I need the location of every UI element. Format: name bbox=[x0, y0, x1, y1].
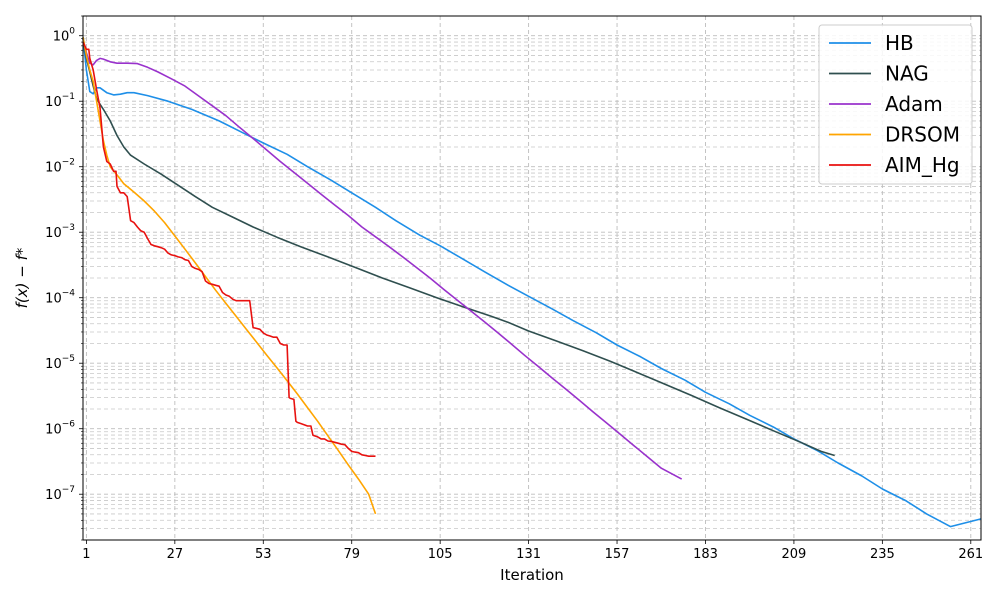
y-tick-label: 10−2 bbox=[45, 158, 75, 176]
x-tick-label: 183 bbox=[693, 547, 718, 562]
legend-label-adam: Adam bbox=[885, 92, 943, 116]
y-tick-label: 10−7 bbox=[45, 485, 75, 503]
series-line-aim-hg bbox=[82, 41, 376, 457]
x-tick-label: 261 bbox=[958, 547, 983, 562]
y-axis-label: f(x) − f* bbox=[13, 247, 31, 308]
series-line-nag bbox=[82, 38, 835, 457]
y-tick-label: 10−4 bbox=[45, 289, 75, 307]
series-lines bbox=[82, 37, 982, 528]
x-axis: 1 27 53 79 105 131 157 183 209 235 261 bbox=[82, 540, 983, 562]
y-tick-label: 10−6 bbox=[45, 420, 75, 438]
x-tick-label: 105 bbox=[428, 547, 453, 562]
x-tick-label: 79 bbox=[343, 547, 360, 562]
legend-label-drsom: DRSOM bbox=[885, 123, 960, 147]
legend-box bbox=[818, 24, 973, 185]
x-axis-label: Iteration bbox=[500, 566, 564, 584]
y-tick-label: 100 bbox=[53, 27, 76, 45]
x-tick-label: 53 bbox=[255, 547, 272, 562]
x-tick-label: 27 bbox=[167, 547, 184, 562]
x-tick-label: 157 bbox=[605, 547, 630, 562]
legend-label-aim-hg: AIM_Hg bbox=[885, 153, 960, 177]
x-tick-label: 235 bbox=[870, 547, 895, 562]
grid bbox=[83, 15, 981, 541]
series-line-adam bbox=[82, 38, 683, 480]
y-tick-label: 10−5 bbox=[45, 354, 75, 372]
y-tick-label: 10−1 bbox=[45, 92, 75, 110]
y-axis: 100 10−1 10−2 10−3 10−4 10−5 10−6 10−7 bbox=[45, 15, 83, 541]
legend-label-hb: HB bbox=[885, 31, 914, 55]
y-tick-label: 10−3 bbox=[45, 223, 75, 241]
legend: HB NAG Adam DRSOM AIM_Hg bbox=[818, 24, 973, 185]
x-tick-label: 1 bbox=[82, 547, 90, 562]
x-tick-label: 131 bbox=[516, 547, 541, 562]
legend-label-nag: NAG bbox=[885, 62, 929, 86]
x-tick-label: 209 bbox=[782, 547, 807, 562]
